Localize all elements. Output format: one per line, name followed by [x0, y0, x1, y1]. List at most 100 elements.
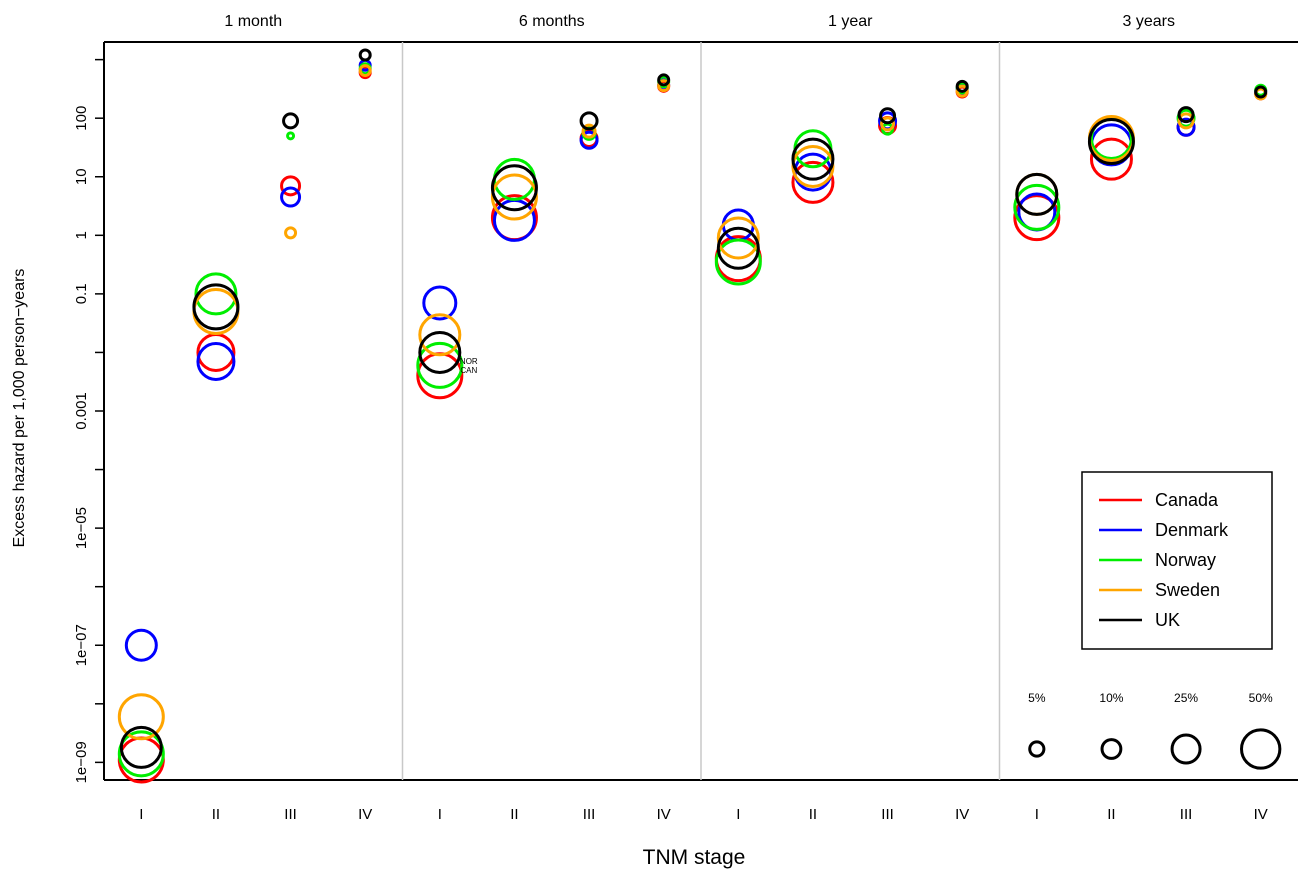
y-tick-label: 1e−09	[73, 741, 90, 783]
data-point-canada	[280, 175, 302, 197]
data-points	[117, 48, 1268, 784]
panel-labels: 1 month 6 months 1 year 3 years	[224, 13, 1175, 30]
x-tick-label: III	[284, 806, 297, 823]
legend-label: UK	[1155, 610, 1180, 630]
data-point-denmark	[1176, 117, 1196, 137]
y-tick-label: 0.1	[73, 283, 90, 304]
y-axis: 1e−09 1e−07 1e−05 0.001 0.1 1 10 100	[73, 58, 104, 783]
x-tick-label: IV	[657, 806, 671, 823]
data-point-denmark	[124, 628, 158, 662]
x-tick-label: II	[212, 806, 220, 823]
y-tick-label: 100	[73, 106, 90, 131]
data-point-uk	[657, 73, 671, 87]
size-legend-label: 50%	[1249, 691, 1273, 705]
size-legend-circle	[1100, 738, 1123, 760]
x-tick-label: III	[583, 806, 596, 823]
x-axis-title: TNM stage	[643, 846, 746, 869]
size-legend: 5% 10% 25% 50%	[1028, 691, 1282, 770]
legend: Canada Denmark Norway Sweden UK	[1081, 471, 1273, 650]
data-point-norway	[286, 131, 296, 141]
data-point-denmark	[280, 186, 302, 208]
data-point-sweden	[716, 216, 760, 260]
data-point-sweden	[284, 226, 298, 240]
x-tick-label: II	[809, 806, 817, 823]
data-point-sweden	[117, 693, 165, 741]
data-point-norway	[416, 341, 464, 389]
x-axis: I II III IV I II III IV I II III IV I II III IV	[139, 806, 1268, 823]
size-legend-circle	[1170, 733, 1202, 765]
legend-label: Denmark	[1155, 520, 1229, 540]
x-tick-label: IV	[358, 806, 372, 823]
data-point-norway	[714, 238, 762, 286]
x-tick-label: II	[1107, 806, 1115, 823]
data-point-sweden	[657, 79, 671, 93]
x-tick-label: III	[881, 806, 894, 823]
panel-label: 1 month	[224, 13, 282, 30]
data-point-sweden	[490, 173, 538, 221]
x-tick-label: II	[510, 806, 518, 823]
data-point-sweden	[581, 123, 597, 139]
size-legend-circle	[1028, 740, 1046, 758]
y-tick-label: 1e−07	[73, 624, 90, 666]
size-legend-label: 5%	[1028, 691, 1046, 705]
data-point-sweden	[1177, 112, 1195, 130]
legend-label: Norway	[1155, 550, 1216, 570]
data-point-canada	[416, 352, 464, 400]
data-point-uk	[490, 164, 538, 212]
x-tick-label: IV	[1254, 806, 1268, 823]
data-point-norway	[117, 730, 165, 778]
legend-label: Sweden	[1155, 580, 1220, 600]
size-legend-label: 25%	[1174, 691, 1198, 705]
data-point-denmark	[422, 285, 458, 321]
data-point-denmark	[579, 130, 599, 150]
legend-label: Canada	[1155, 490, 1219, 510]
data-point-norway	[194, 272, 238, 316]
data-point-sweden	[880, 116, 896, 132]
data-point-uk	[955, 79, 969, 93]
data-point-sweden	[358, 64, 372, 78]
y-tick-label: 1	[73, 231, 90, 239]
data-point-canada	[1089, 137, 1133, 181]
x-tick-label: I	[438, 806, 442, 823]
y-tick-label: 0.001	[73, 392, 90, 430]
data-point-uk	[791, 137, 835, 181]
panel-label: 1 year	[828, 13, 873, 30]
data-point-norway	[1013, 183, 1061, 231]
data-point-sweden	[418, 313, 462, 357]
panel-label: 3 years	[1123, 13, 1175, 30]
data-point-uk	[1087, 117, 1135, 165]
data-point-uk	[579, 111, 599, 131]
data-point-uk	[418, 330, 462, 374]
data-point-uk	[716, 226, 760, 270]
data-point-canada	[1013, 194, 1061, 242]
data-point-sweden	[955, 84, 969, 98]
data-point-uk	[1254, 85, 1268, 99]
data-point-uk	[358, 48, 372, 62]
x-tick-label: I	[736, 806, 740, 823]
plot-frame	[103, 41, 1298, 781]
x-tick-label: I	[139, 806, 143, 823]
point-annotation: CAN	[460, 366, 477, 375]
y-tick-label: 10	[73, 168, 90, 185]
data-point-uk	[879, 107, 897, 125]
data-point-uk	[119, 725, 163, 769]
panel-label: 6 months	[519, 13, 585, 30]
y-axis-title: Excess hazard per 1,000 person−years	[11, 269, 28, 548]
data-point-uk	[282, 112, 300, 130]
data-point-canada	[196, 332, 236, 372]
size-legend-circle	[1240, 728, 1282, 770]
data-point-denmark	[196, 342, 236, 382]
size-legend-label: 10%	[1099, 691, 1123, 705]
point-annotation: NOR	[460, 357, 478, 366]
data-point-sweden	[192, 288, 240, 336]
data-point-uk	[1177, 106, 1195, 124]
x-tick-label: I	[1035, 806, 1039, 823]
data-point-uk	[192, 283, 240, 331]
y-tick-label: 1e−05	[73, 507, 90, 549]
x-tick-label: III	[1180, 806, 1193, 823]
x-tick-label: IV	[955, 806, 969, 823]
data-point-uk	[1015, 172, 1059, 216]
data-point-canada	[791, 160, 835, 204]
